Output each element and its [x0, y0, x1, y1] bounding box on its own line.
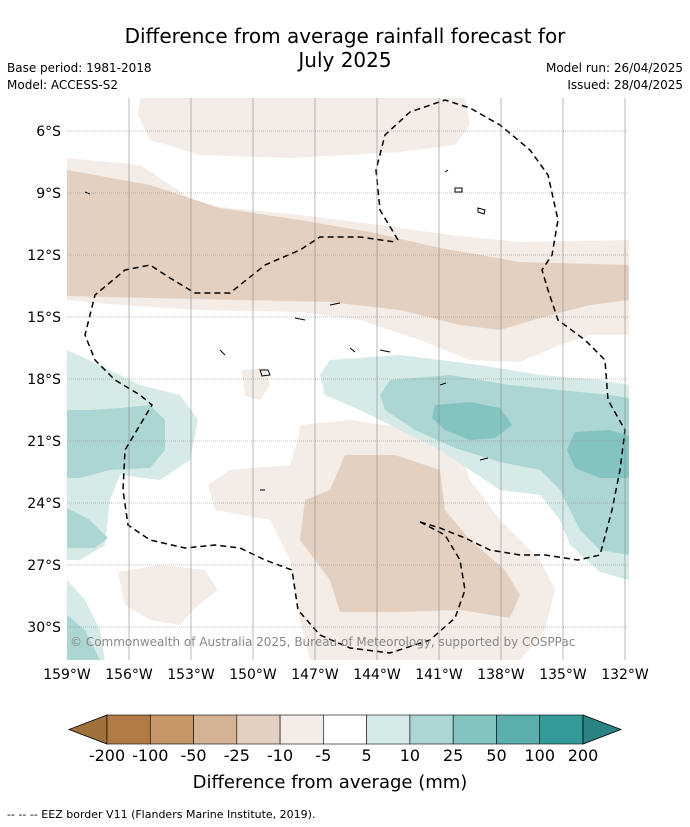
lat-label: 9°S [36, 186, 61, 202]
model-text: Model: ACCESS-S2 [7, 78, 119, 92]
lat-label: 15°S [27, 310, 61, 326]
colorbar-label: 100 [524, 746, 555, 765]
lon-label: 150°W [229, 667, 277, 683]
colorbar-label: -100 [132, 746, 168, 765]
eez-borders [84, 99, 626, 654]
colorbar-arrow-high [582, 714, 623, 745]
colorbar-label: 50 [486, 746, 506, 765]
colorbar-label: 25 [443, 746, 463, 765]
lat-label: 12°S [27, 248, 61, 264]
lon-label: 135°W [539, 667, 587, 683]
wet-core-east-2 [567, 430, 629, 478]
title-line-1: Difference from average rainfall forecas… [124, 24, 566, 48]
lon-label: 141°W [415, 667, 463, 683]
rainfall-anomaly-field [67, 98, 629, 660]
colorbar-label: -50 [180, 746, 206, 765]
wet-region-southwest-medium [67, 615, 100, 660]
lat-label: 24°S [27, 496, 61, 512]
lon-labels: 159°W 156°W 153°W 150°W 147°W 144°W 141°… [43, 667, 649, 683]
wet-region-west-medium-2 [67, 508, 108, 548]
colorbar-title: Difference from average (mm) [193, 772, 468, 793]
colorbar-label: -200 [89, 746, 125, 765]
colorbar-label: 10 [400, 746, 420, 765]
lat-label: 30°S [27, 620, 61, 636]
lat-label: 18°S [27, 372, 61, 388]
colorbar-label: 200 [568, 746, 599, 765]
meta-left: Base period: 1981-2018 Model: ACCESS-S2 [7, 60, 152, 94]
colorbar-segment [452, 714, 497, 745]
colorbar-segment [323, 714, 367, 745]
dry-region-central-medium [300, 455, 520, 618]
graticule [67, 98, 629, 660]
lon-label: 132°W [601, 667, 649, 683]
colorbar-segment [193, 714, 238, 745]
colorbar-label: -10 [267, 746, 293, 765]
colorbar-segment [539, 714, 584, 745]
colorbar-segment [236, 714, 281, 745]
base-period-text: Base period: 1981-2018 [7, 61, 152, 75]
title-line-2: July 2025 [298, 48, 392, 72]
colorbar-segment [409, 714, 454, 745]
colorbar-segment [279, 714, 324, 745]
colorbar-label: -25 [224, 746, 250, 765]
lon-label: 144°W [353, 667, 401, 683]
dry-band-medium [67, 170, 629, 330]
colorbar-segment [149, 714, 194, 745]
colorbar-arrow-low [67, 714, 108, 745]
colorbar [67, 714, 623, 745]
issued-text: Issued: 28/04/2025 [567, 78, 683, 92]
map-title: Difference from average rainfall forecas… [0, 24, 690, 72]
colorbar-segment [106, 714, 151, 745]
lon-label: 156°W [105, 667, 153, 683]
eez-legend-footer: -- -- -- EEZ border V11 (Flanders Marine… [7, 808, 316, 821]
copyright-text: © Commonwealth of Australia 2025, Bureau… [70, 635, 575, 649]
lon-label: 159°W [43, 667, 91, 683]
lon-label: 147°W [291, 667, 339, 683]
dry-region-north [138, 98, 470, 158]
map-figure: © Commonwealth of Australia 2025, Bureau… [27, 98, 649, 793]
model-run-text: Model run: 26/04/2025 [545, 61, 683, 75]
dry-region-southwest-light [118, 565, 218, 625]
lat-labels: 6°S 9°S 12°S 15°S 18°S 21°S 24°S 27°S 30… [27, 124, 61, 636]
wet-region-west-medium [67, 405, 165, 478]
lon-label: 153°W [167, 667, 215, 683]
lat-label: 6°S [36, 124, 61, 140]
lon-label: 138°W [477, 667, 525, 683]
colorbar-label: -5 [315, 746, 331, 765]
wet-core-east-1 [432, 402, 512, 440]
colorbar-label: 5 [362, 746, 372, 765]
meta-right: Model run: 26/04/2025 Issued: 28/04/2025 [546, 60, 683, 94]
colorbar-segment [496, 714, 541, 745]
lat-label: 21°S [27, 434, 61, 450]
colorbar-segment [366, 714, 411, 745]
lat-label: 27°S [27, 558, 61, 574]
colorbar-labels: -200 -100 -50 -25 -10 -5 5 10 25 50 100 200 [89, 746, 598, 765]
